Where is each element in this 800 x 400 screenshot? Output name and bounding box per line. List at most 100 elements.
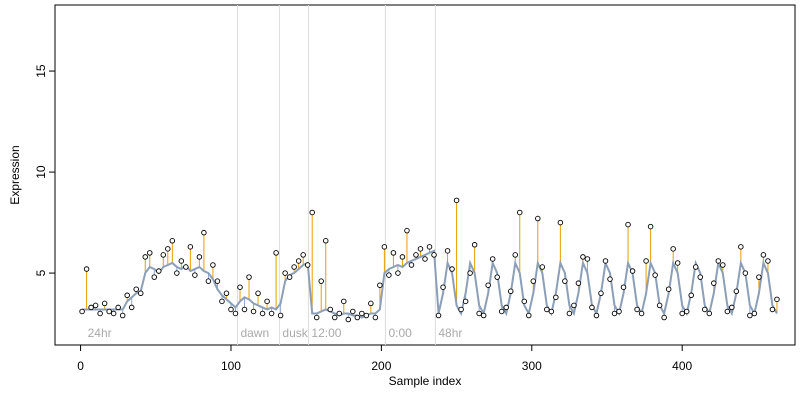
point <box>277 312 284 319</box>
point <box>223 290 230 297</box>
point <box>530 278 537 284</box>
point <box>295 258 302 264</box>
point <box>688 292 694 299</box>
point <box>327 306 333 313</box>
point <box>187 244 194 250</box>
point <box>377 282 383 288</box>
point <box>485 282 491 288</box>
plot-frame <box>54 4 796 346</box>
point <box>160 252 167 258</box>
point <box>322 238 329 244</box>
point <box>611 310 618 317</box>
point <box>372 314 379 321</box>
point <box>137 290 144 297</box>
x-tick-label: 300 <box>522 359 542 373</box>
point <box>101 300 108 307</box>
point <box>219 298 225 305</box>
point <box>83 266 90 272</box>
point <box>282 270 288 276</box>
point <box>246 274 252 280</box>
point <box>769 306 776 313</box>
point <box>526 312 532 319</box>
annotation-label: dusk <box>282 326 308 340</box>
point <box>268 310 275 317</box>
point <box>503 304 509 311</box>
point <box>593 312 600 319</box>
point <box>408 262 415 268</box>
point <box>706 310 713 317</box>
point <box>386 272 392 278</box>
x-tick-label: 400 <box>672 359 692 373</box>
point <box>309 209 315 216</box>
annotation-label: dawn <box>240 326 269 340</box>
point <box>566 310 573 317</box>
point <box>489 256 496 262</box>
point <box>426 244 433 250</box>
point <box>395 270 401 276</box>
point <box>381 244 388 250</box>
point <box>354 314 361 321</box>
point <box>498 308 505 315</box>
point <box>435 312 442 319</box>
y-tick-label: 5 <box>34 269 48 276</box>
point <box>174 270 180 276</box>
point <box>273 250 279 256</box>
point <box>404 227 410 234</box>
point <box>598 290 604 297</box>
point <box>300 252 306 258</box>
point <box>692 264 699 270</box>
point <box>715 258 722 264</box>
point <box>97 310 103 317</box>
point <box>106 308 112 315</box>
point <box>607 276 613 282</box>
point <box>453 197 460 204</box>
point <box>119 312 126 319</box>
point <box>476 310 482 317</box>
point <box>471 242 478 248</box>
point <box>557 219 564 226</box>
point <box>444 248 451 254</box>
point <box>192 272 198 278</box>
point <box>643 258 649 264</box>
point <box>584 256 591 262</box>
fitted-line <box>82 249 778 319</box>
point <box>196 254 203 260</box>
point <box>413 252 419 258</box>
point <box>142 254 148 260</box>
point <box>733 288 740 295</box>
point <box>774 296 780 303</box>
point <box>151 274 158 280</box>
point <box>115 304 121 311</box>
x-tick-label: 200 <box>371 359 391 373</box>
point <box>128 304 135 311</box>
point <box>417 246 424 252</box>
point <box>625 221 631 228</box>
point <box>507 288 514 295</box>
point <box>440 284 446 290</box>
point <box>332 314 338 321</box>
point <box>462 298 469 305</box>
point <box>88 304 94 311</box>
point <box>259 310 266 317</box>
point <box>480 312 487 319</box>
point <box>521 298 528 305</box>
point <box>679 310 685 317</box>
point <box>304 262 311 268</box>
point <box>544 306 550 313</box>
point <box>765 258 771 264</box>
point <box>341 298 347 305</box>
annotation-label: 0:00 <box>388 326 412 340</box>
point <box>638 310 645 317</box>
point <box>169 238 176 244</box>
point <box>562 278 568 284</box>
point <box>517 209 523 216</box>
point <box>92 302 99 309</box>
point <box>553 294 559 301</box>
point <box>738 244 744 250</box>
point <box>201 229 207 236</box>
x-tick-label: 0 <box>77 359 84 373</box>
point <box>133 286 139 292</box>
point <box>702 306 708 313</box>
point <box>232 310 239 317</box>
point <box>237 284 243 290</box>
